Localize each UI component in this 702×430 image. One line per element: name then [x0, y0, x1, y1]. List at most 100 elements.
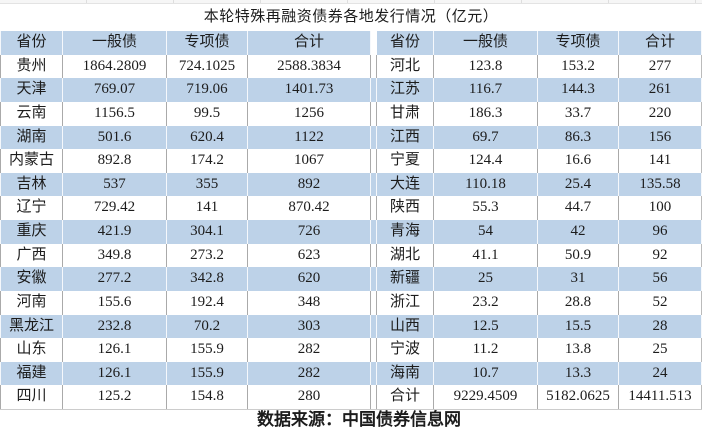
table-gap [371, 31, 377, 55]
cell-special-bond: 44.7 [538, 196, 619, 220]
cell-province: 陕西 [377, 196, 434, 220]
cell-special-bond: 42 [538, 220, 619, 244]
cell-total: 220 [619, 101, 702, 126]
cell-special-bond: 155.9 [167, 338, 248, 362]
cell-province: 大连 [377, 172, 434, 197]
data-source-note: 数据来源：中国债券信息网 [0, 410, 702, 430]
cell-special-bond: 342.8 [167, 267, 248, 291]
cell-special-bond: 355 [167, 172, 248, 197]
cell-general-bond: 155.6 [63, 290, 167, 315]
table-gap [371, 78, 377, 102]
col-header-total-left: 合计 [248, 31, 371, 55]
col-header-general-bond-right: 一般债 [434, 31, 538, 55]
cell-general-bond: 537 [63, 172, 167, 197]
table-gap [371, 314, 377, 339]
table-gap [371, 290, 377, 315]
cell-province: 天津 [0, 78, 63, 102]
cell-general-bond: 125.2 [63, 385, 167, 409]
cell-total: 303 [248, 314, 371, 339]
col-header-total-right: 合计 [619, 31, 702, 55]
cell-province: 海南 [377, 361, 434, 386]
cell-total: 14411.513 [619, 385, 702, 409]
cell-general-bond: 232.8 [63, 314, 167, 339]
table-gap [371, 267, 377, 291]
cell-total: 726 [248, 220, 371, 244]
cell-total: 1256 [248, 101, 371, 126]
cell-province: 甘肃 [377, 101, 434, 126]
cell-total: 24 [619, 361, 702, 386]
cell-total: 156 [619, 125, 702, 150]
cell-special-bond: 99.5 [167, 101, 248, 126]
cell-total: 892 [248, 172, 371, 197]
cell-province: 湖南 [0, 125, 63, 150]
cell-province: 贵州 [0, 54, 63, 79]
cell-total: 25 [619, 338, 702, 362]
cell-general-bond: 349.8 [63, 243, 167, 268]
cell-general-bond: 729.42 [63, 196, 167, 220]
cell-province: 四川 [0, 385, 63, 409]
cell-total: 56 [619, 267, 702, 291]
cell-total: 28 [619, 314, 702, 339]
table-gap [371, 125, 377, 150]
cell-general-bond: 1156.5 [63, 101, 167, 126]
cell-province: 青海 [377, 220, 434, 244]
cell-province: 重庆 [0, 220, 63, 244]
cell-total: 1401.73 [248, 78, 371, 102]
cell-total: 96 [619, 220, 702, 244]
cell-total: 620 [248, 267, 371, 291]
cell-special-bond: 144.3 [538, 78, 619, 102]
cell-special-bond: 86.3 [538, 125, 619, 150]
cell-province: 辽宁 [0, 196, 63, 220]
cell-province: 河北 [377, 54, 434, 79]
cell-province: 吉林 [0, 172, 63, 197]
cell-special-bond: 620.4 [167, 125, 248, 150]
cell-special-bond: 304.1 [167, 220, 248, 244]
cell-general-bond: 41.1 [434, 243, 538, 268]
cell-special-bond: 153.2 [538, 54, 619, 79]
cell-general-bond: 11.2 [434, 338, 538, 362]
cell-general-bond: 25 [434, 267, 538, 291]
cell-special-bond: 141 [167, 196, 248, 220]
cell-province: 黑龙江 [0, 314, 63, 339]
cell-special-bond: 25.4 [538, 172, 619, 197]
cell-special-bond: 154.8 [167, 385, 248, 409]
cell-general-bond: 12.5 [434, 314, 538, 339]
cell-total: 623 [248, 243, 371, 268]
cell-special-bond: 33.7 [538, 101, 619, 126]
table-gap [371, 338, 377, 362]
cell-general-bond: 123.8 [434, 54, 538, 79]
cell-total: 92 [619, 243, 702, 268]
cell-province: 云南 [0, 101, 63, 126]
table-gap [371, 385, 377, 409]
cell-province: 广西 [0, 243, 63, 268]
table-gap [371, 172, 377, 197]
col-header-special-bond-right: 专项债 [538, 31, 619, 55]
cell-special-bond: 5182.0625 [538, 385, 619, 409]
cell-total: 141 [619, 149, 702, 173]
cell-province: 宁夏 [377, 149, 434, 173]
cell-province: 山东 [0, 338, 63, 362]
cell-province: 山西 [377, 314, 434, 339]
cell-total: 280 [248, 385, 371, 409]
cell-province: 浙江 [377, 290, 434, 315]
cell-total: 135.58 [619, 172, 702, 197]
cell-special-bond: 15.5 [538, 314, 619, 339]
cell-special-bond: 719.06 [167, 78, 248, 102]
cell-total: 100 [619, 196, 702, 220]
cell-general-bond: 769.07 [63, 78, 167, 102]
col-header-special-bond-left: 专项债 [167, 31, 248, 55]
cell-special-bond: 50.9 [538, 243, 619, 268]
cell-general-bond: 501.6 [63, 125, 167, 150]
cell-province: 河南 [0, 290, 63, 315]
cell-special-bond: 16.6 [538, 149, 619, 173]
cell-special-bond: 13.8 [538, 338, 619, 362]
cell-total: 1067 [248, 149, 371, 173]
cell-general-bond: 126.1 [63, 338, 167, 362]
cell-general-bond: 23.2 [434, 290, 538, 315]
cell-province: 江苏 [377, 78, 434, 102]
cell-province: 安徽 [0, 267, 63, 291]
cell-total: 870.42 [248, 196, 371, 220]
cell-total: 277 [619, 54, 702, 79]
cell-general-bond: 186.3 [434, 101, 538, 126]
cell-province: 宁波 [377, 338, 434, 362]
